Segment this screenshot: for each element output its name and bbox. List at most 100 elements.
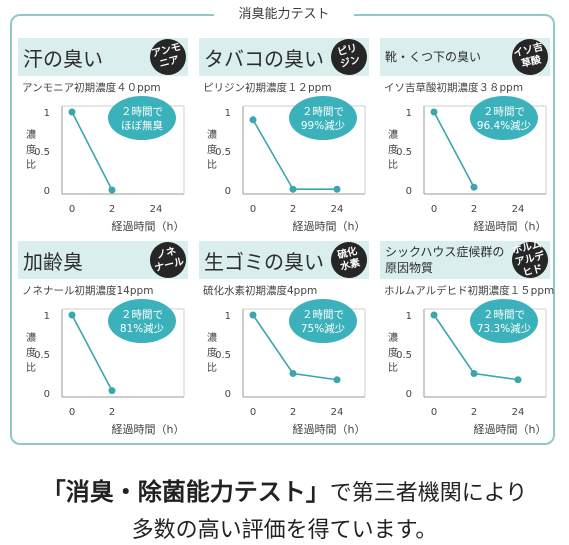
- panel-subtitle: ノネナール初期濃度14ppm: [22, 285, 154, 297]
- y-tick-label: 0.5: [396, 147, 412, 158]
- x-tick-label: 0: [69, 204, 75, 215]
- reduction-bubble: [108, 96, 176, 140]
- reduction-bubble: [108, 299, 176, 343]
- x-tick-label: 24: [512, 407, 525, 418]
- x-tick-label: 24: [331, 204, 344, 215]
- bubble-text: 75%減少: [301, 322, 345, 335]
- data-point: [514, 376, 522, 384]
- y-tick-label: 1: [225, 108, 231, 119]
- data-point: [68, 108, 76, 116]
- bottom-line-1-bold: 「消臭・除菌能力テスト」: [41, 478, 330, 506]
- bubble-text: ２時間で: [483, 106, 525, 118]
- panel-title: シックハウス症候群の 原因物質: [385, 245, 505, 275]
- reduction-bubble: [470, 96, 538, 140]
- y-axis-label: 度: [388, 143, 398, 156]
- y-axis-label: 度: [26, 346, 36, 359]
- y-axis-label: 度: [388, 346, 398, 359]
- y-axis-label: 度: [207, 346, 217, 359]
- y-axis-label: 濃: [207, 128, 217, 141]
- panel-subtitle: アンモニア初期濃度４０ppm: [22, 82, 161, 94]
- panel-title: タバコの臭い: [204, 47, 324, 71]
- x-axis-label: 経過時間（h）: [474, 220, 547, 233]
- y-axis-label: 比: [26, 362, 36, 374]
- bubble-text: ２時間で: [302, 309, 344, 321]
- bottom-line-1: 「消臭・除菌能力テスト」で第三者機関により: [0, 472, 569, 507]
- bubble-text: ２時間で: [302, 106, 344, 118]
- series-line: [71, 314, 113, 392]
- substance-badge: イソ吉 草酸: [508, 35, 552, 79]
- y-axis-label: 濃: [388, 128, 398, 141]
- x-tick-label: 2: [109, 204, 115, 215]
- x-axis-label: 経過時間（h）: [112, 423, 185, 436]
- chart-panel: 汗の臭い アンモ ニア アンモニア初期濃度４０ppm 1 0.5 0 濃度比 0 2 24 経過時間…: [18, 35, 190, 240]
- data-point: [333, 185, 341, 193]
- x-tick-label: 24: [150, 204, 163, 215]
- reduction-bubble: [470, 299, 538, 343]
- bubble-text: 81%減少: [120, 322, 164, 335]
- y-tick-label: 0: [44, 389, 50, 400]
- data-point: [289, 370, 297, 377]
- panel-header: 加齢臭 ノネ ナール: [18, 238, 190, 282]
- x-axis-label: 経過時間（h）: [293, 220, 366, 233]
- substance-badge: ホルム アルデ ヒド: [508, 238, 552, 282]
- x-tick-label: 0: [250, 204, 256, 215]
- x-tick-label: 0: [250, 407, 256, 418]
- panel-title: 靴・くつ下の臭い: [385, 50, 482, 64]
- x-tick-label: 24: [331, 407, 344, 418]
- chart-panel: シックハウス症候群の 原因物質 ホルム アルデ ヒド ホルムアルデヒド初期濃度１５p…: [380, 238, 554, 443]
- y-tick-label: 1: [406, 108, 412, 119]
- y-tick-label: 0.5: [34, 147, 50, 158]
- x-tick-label: 24: [512, 204, 525, 215]
- bubble-text: 73.3%減少: [477, 322, 531, 335]
- bubble-text: ２時間で: [483, 309, 525, 321]
- y-axis-label: 比: [207, 362, 217, 374]
- y-axis-label: 比: [207, 159, 217, 171]
- panel-header: 汗の臭い アンモ ニア: [18, 35, 190, 79]
- panel-subtitle: ピリジン初期濃度１２ppm: [203, 82, 332, 94]
- substance-badge: ノネ ナール: [146, 238, 190, 282]
- series-line: [71, 111, 113, 191]
- y-tick-label: 0.5: [215, 350, 231, 361]
- data-point: [430, 108, 438, 116]
- bubble-text: ほぼ無臭: [121, 119, 163, 132]
- y-tick-label: 1: [225, 311, 231, 322]
- bubble-text: ２時間で: [121, 106, 163, 118]
- x-tick-label: 2: [471, 407, 477, 418]
- y-axis-label: 濃: [388, 331, 398, 344]
- y-tick-label: 0: [406, 186, 412, 197]
- substance-badge: ピリ ジン: [327, 35, 371, 79]
- y-axis-label: 濃: [26, 331, 36, 344]
- x-tick-label: 2: [109, 407, 115, 418]
- chart-panel: 生ゴミの臭い 硫化 水素 硫化水素初期濃度4ppm 1 0.5 0 濃度比 0 2 24 経過時間（…: [199, 238, 371, 443]
- data-point: [68, 311, 76, 319]
- y-tick-label: 1: [44, 311, 50, 322]
- y-axis-label: 比: [388, 362, 398, 374]
- x-tick-label: 2: [290, 204, 296, 215]
- y-tick-label: 0.5: [396, 350, 412, 361]
- y-tick-label: 1: [406, 311, 412, 322]
- x-tick-label: 0: [431, 407, 437, 418]
- chart-panel: タバコの臭い ピリ ジン ピリジン初期濃度１２ppm 1 0.5 0 濃度比 0 2 24 経過時間…: [199, 35, 371, 240]
- x-tick-label: 0: [431, 204, 437, 215]
- substance-badge: 硫化 水素: [327, 238, 371, 282]
- data-point: [249, 311, 257, 319]
- y-axis-label: 比: [26, 159, 36, 171]
- data-point: [470, 183, 478, 191]
- bottom-line-2: 多数の高い評価を得ています。: [131, 518, 438, 543]
- panel-header: シックハウス症候群の 原因物質 ホルム アルデ ヒド: [380, 238, 552, 282]
- chart-panel: 加齢臭 ノネ ナール ノネナール初期濃度14ppm 1 0.5 0 濃度比 0 2 経過時間（h）…: [18, 238, 190, 443]
- y-axis-label: 濃: [26, 128, 36, 141]
- y-axis-label: 濃: [207, 331, 217, 344]
- panel-header: 生ゴミの臭い 硫化 水素: [199, 238, 371, 282]
- x-axis-label: 経過時間（h）: [293, 423, 366, 436]
- series-line: [433, 111, 475, 188]
- data-point: [470, 370, 478, 377]
- data-point: [108, 186, 116, 194]
- y-tick-label: 0: [406, 389, 412, 400]
- y-tick-label: 0: [225, 186, 231, 197]
- reduction-bubble: [289, 96, 357, 140]
- data-point: [430, 311, 438, 319]
